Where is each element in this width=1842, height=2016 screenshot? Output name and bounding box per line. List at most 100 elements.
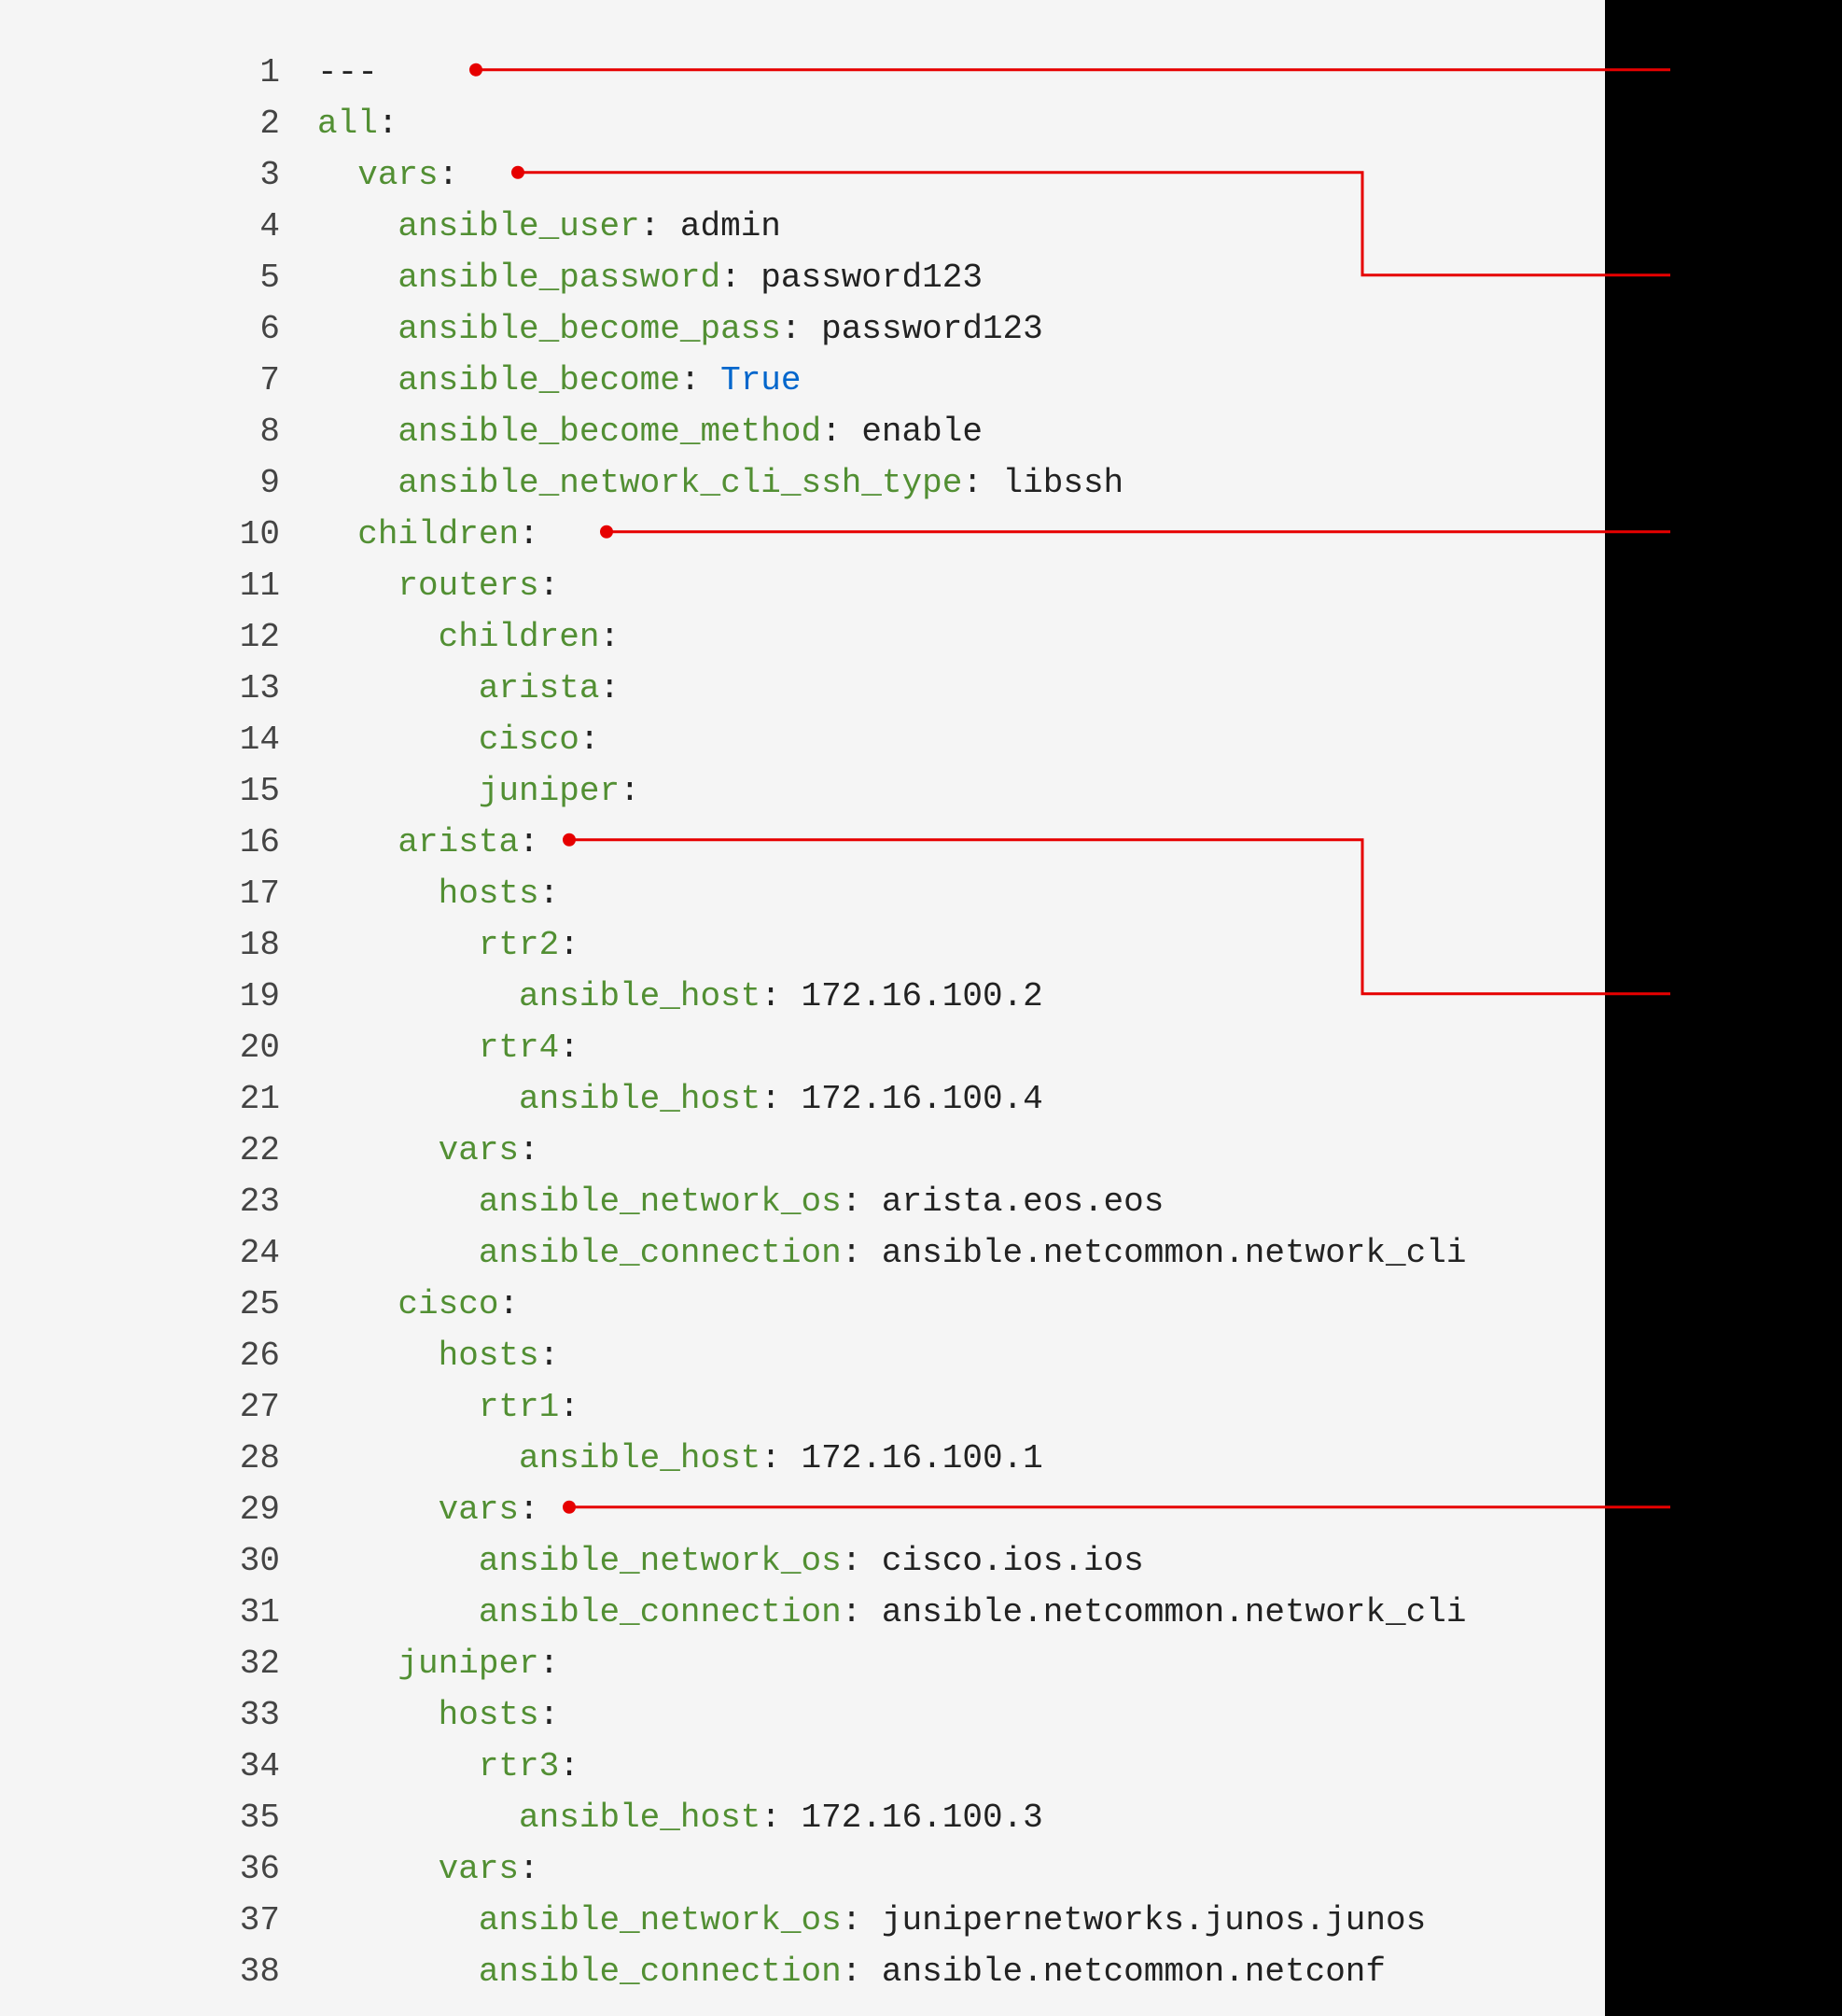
code-line: 20 rtr4: [0,1022,1605,1073]
code-line: 14 cisco: [0,714,1605,765]
code-line: 11 routers: [0,560,1605,611]
code-line: 12 children: [0,611,1605,663]
line-number: 30 [0,1535,317,1587]
code-line: 30 ansible_network_os: cisco.ios.ios [0,1535,1605,1587]
line-number: 16 [0,817,317,868]
line-number: 6 [0,303,317,355]
code-text: children: [317,509,539,560]
code-line: 16 arista: [0,817,1605,868]
line-number: 1 [0,47,317,98]
line-number: 3 [0,149,317,201]
code-text: --- [317,47,378,98]
code-text: cisco: [317,1279,519,1330]
line-number: 38 [0,1946,317,1997]
line-number: 25 [0,1279,317,1330]
code-text: juniper: [317,1638,559,1689]
code-text: hosts: [317,868,559,919]
line-number: 24 [0,1227,317,1279]
code-line: 25 cisco: [0,1279,1605,1330]
code-text: ansible_become: True [317,355,802,406]
line-number: 17 [0,868,317,919]
code-line: 18 rtr2: [0,919,1605,971]
code-text: ansible_become_pass: password123 [317,303,1043,355]
line-number: 20 [0,1022,317,1073]
code-line: 23 ansible_network_os: arista.eos.eos [0,1176,1605,1227]
code-text: ansible_network_os: cisco.ios.ios [317,1535,1144,1587]
code-line: 1--- [0,47,1605,98]
line-number: 23 [0,1176,317,1227]
line-number: 29 [0,1484,317,1535]
line-number: 35 [0,1792,317,1843]
line-number: 15 [0,765,317,817]
code-line: 34 rtr3: [0,1741,1605,1792]
line-number: 37 [0,1895,317,1946]
code-text: juniper: [317,765,640,817]
line-number: 19 [0,971,317,1022]
code-text: ansible_password: password123 [317,252,983,303]
code-line: 26 hosts: [0,1330,1605,1381]
code-line: 3 vars: [0,149,1605,201]
code-line: 32 juniper: [0,1638,1605,1689]
line-number: 5 [0,252,317,303]
code-line: 22 vars: [0,1125,1605,1176]
line-number: 33 [0,1689,317,1741]
code-text: ansible_network_cli_ssh_type: libssh [317,457,1123,509]
line-number: 4 [0,201,317,252]
code-text: vars: [317,1843,539,1895]
code-text: arista: [317,817,539,868]
code-line: 7 ansible_become: True [0,355,1605,406]
line-number: 34 [0,1741,317,1792]
code-text: rtr2: [317,919,579,971]
code-line: 10 children: [0,509,1605,560]
code-line: 17 hosts: [0,868,1605,919]
line-number: 27 [0,1381,317,1433]
code-text: hosts: [317,1330,559,1381]
code-line: 28 ansible_host: 172.16.100.1 [0,1433,1605,1484]
code-text: arista: [317,663,620,714]
line-number: 11 [0,560,317,611]
line-number: 36 [0,1843,317,1895]
code-text: hosts: [317,1689,559,1741]
code-text: cisco: [317,714,599,765]
line-number: 8 [0,406,317,457]
code-text: vars: [317,1484,539,1535]
code-text: ansible_become_method: enable [317,406,983,457]
code-line: 13 arista: [0,663,1605,714]
code-line: 2all: [0,98,1605,149]
line-number: 9 [0,457,317,509]
page: 1---2all:3 vars:4 ansible_user: admin5 a… [0,0,1842,1866]
line-number: 22 [0,1125,317,1176]
code-line: 15 juniper: [0,765,1605,817]
code-text: ansible_host: 172.16.100.1 [317,1433,1043,1484]
code-line: 38 ansible_connection: ansible.netcommon… [0,1946,1605,1997]
code-line: 37 ansible_network_os: junipernetworks.j… [0,1895,1605,1946]
code-line: 36 vars: [0,1843,1605,1895]
code-line: 8 ansible_become_method: enable [0,406,1605,457]
code-line: 27 rtr1: [0,1381,1605,1433]
code-line: 24 ansible_connection: ansible.netcommon… [0,1227,1605,1279]
code-text: children: [317,611,620,663]
code-text: ansible_host: 172.16.100.2 [317,971,1043,1022]
code-line: 6 ansible_become_pass: password123 [0,303,1605,355]
code-line: 9 ansible_network_cli_ssh_type: libssh [0,457,1605,509]
code-text: ansible_network_os: junipernetworks.juno… [317,1895,1426,1946]
code-text: ansible_host: 172.16.100.3 [317,1792,1043,1843]
line-number: 28 [0,1433,317,1484]
code-line: 19 ansible_host: 172.16.100.2 [0,971,1605,1022]
code-text: ansible_host: 172.16.100.4 [317,1073,1043,1125]
code-text: ansible_network_os: arista.eos.eos [317,1176,1164,1227]
code-text: ansible_user: admin [317,201,781,252]
code-line: 31 ansible_connection: ansible.netcommon… [0,1587,1605,1638]
line-number: 18 [0,919,317,971]
code-line: 33 hosts: [0,1689,1605,1741]
line-number: 31 [0,1587,317,1638]
line-number: 21 [0,1073,317,1125]
code-text: ansible_connection: ansible.netcommon.ne… [317,1946,1386,1997]
line-number: 13 [0,663,317,714]
line-number: 7 [0,355,317,406]
line-number: 10 [0,509,317,560]
code-text: ansible_connection: ansible.netcommon.ne… [317,1227,1466,1279]
code-text: vars: [317,149,458,201]
line-number: 12 [0,611,317,663]
code-text: ansible_connection: ansible.netcommon.ne… [317,1587,1466,1638]
